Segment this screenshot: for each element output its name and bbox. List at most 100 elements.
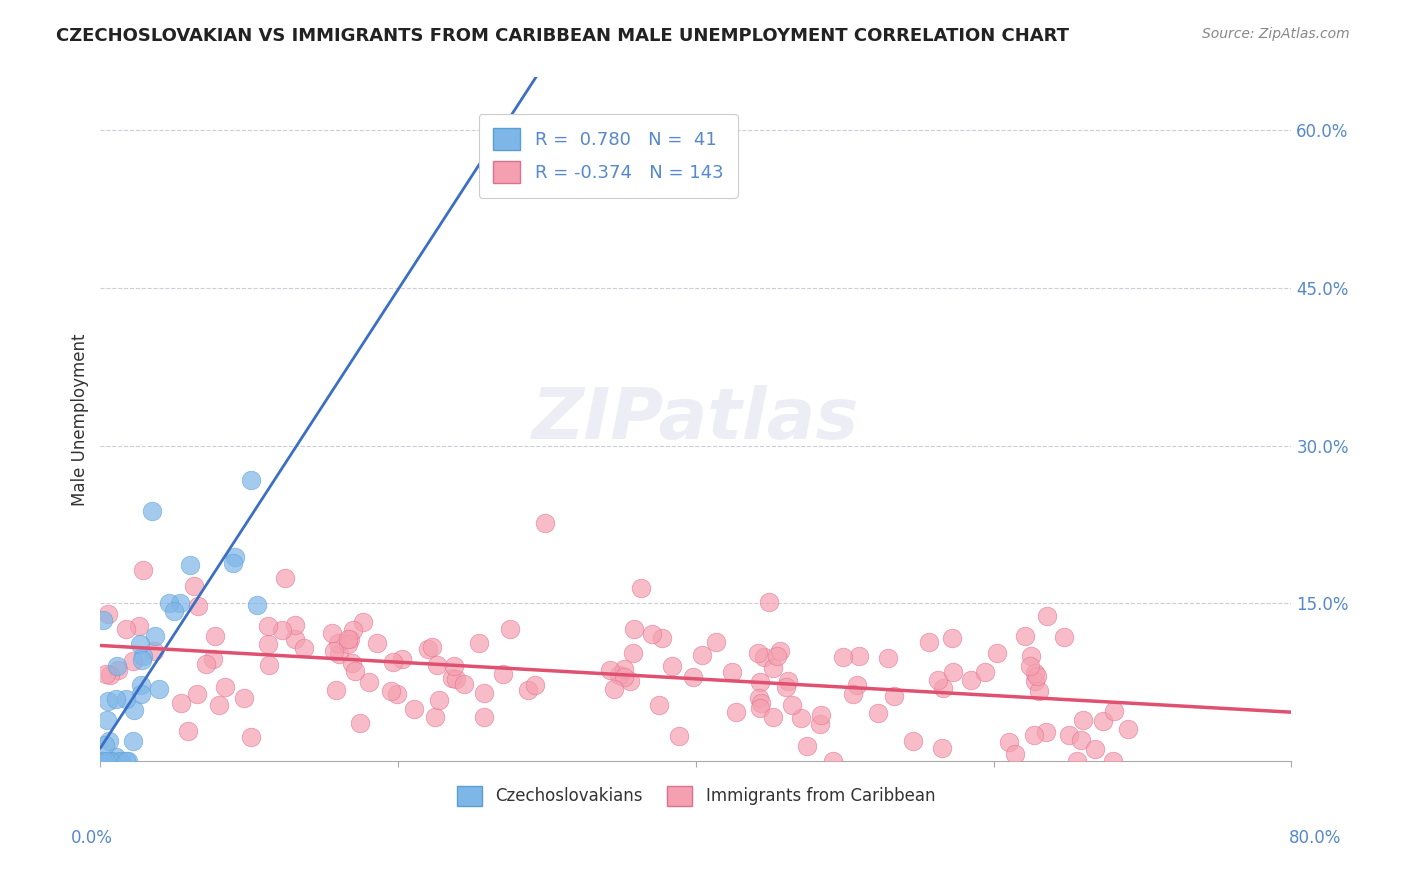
Point [179, 558, 201, 572]
Point [619, 673, 641, 688]
Point [927, 673, 949, 687]
Point [613, 670, 636, 684]
Point [752, 649, 775, 664]
Point [98, 754, 121, 768]
Point [98, 668, 121, 682]
Text: Source: ZipAtlas.com: Source: ZipAtlas.com [1202, 27, 1350, 41]
Point [90, 754, 112, 768]
Point [749, 701, 772, 715]
Point [97, 694, 120, 708]
Point [183, 579, 205, 593]
Point [648, 698, 671, 712]
Point [257, 619, 280, 633]
Point [224, 549, 246, 564]
Point [1070, 733, 1092, 747]
Point [163, 604, 186, 618]
Point [100, 754, 122, 768]
Point [1004, 747, 1026, 761]
Point [271, 623, 294, 637]
Point [128, 619, 150, 633]
Point [749, 696, 772, 710]
Point [240, 731, 263, 745]
Point [420, 640, 443, 655]
Point [472, 710, 495, 724]
Point [121, 733, 143, 747]
Point [931, 740, 953, 755]
Point [98, 754, 121, 768]
Point [749, 675, 772, 690]
Point [115, 754, 138, 768]
Point [492, 666, 515, 681]
Point [1036, 608, 1059, 623]
Point [222, 556, 245, 570]
Point [349, 716, 371, 731]
Point [157, 596, 180, 610]
Point [122, 654, 145, 668]
Point [690, 648, 713, 662]
Point [651, 632, 673, 646]
Point [1053, 630, 1076, 644]
Point [131, 653, 153, 667]
Point [1104, 705, 1126, 719]
Point [468, 636, 491, 650]
Point [391, 652, 413, 666]
Point [848, 648, 870, 663]
Point [1024, 673, 1046, 688]
Point [997, 735, 1019, 749]
Point [621, 646, 644, 660]
Point [239, 473, 262, 487]
Point [169, 596, 191, 610]
Point [918, 635, 941, 649]
Point [960, 673, 983, 687]
Point [1102, 754, 1125, 768]
Point [204, 629, 226, 643]
Point [1019, 649, 1042, 664]
Point [257, 658, 280, 673]
Point [122, 703, 145, 717]
Point [326, 635, 349, 649]
Point [143, 629, 166, 643]
Point [1066, 754, 1088, 768]
Point [1025, 669, 1047, 683]
Point [274, 571, 297, 585]
Point [724, 705, 747, 719]
Point [257, 637, 280, 651]
Point [668, 730, 690, 744]
Point [91, 754, 114, 768]
Point [323, 643, 346, 657]
Point [387, 687, 409, 701]
Point [769, 643, 792, 657]
Point [453, 677, 475, 691]
Point [107, 663, 129, 677]
Text: 80.0%: 80.0% [1288, 830, 1341, 847]
Point [602, 682, 624, 697]
Point [366, 636, 388, 650]
Point [778, 673, 800, 688]
Point [1035, 725, 1057, 739]
Point [195, 657, 218, 671]
Point [901, 733, 924, 747]
Point [359, 674, 381, 689]
Point [441, 671, 464, 685]
Point [748, 690, 770, 705]
Text: ZIPatlas: ZIPatlas [533, 384, 859, 454]
Point [845, 678, 868, 692]
Point [423, 710, 446, 724]
Point [517, 683, 540, 698]
Point [613, 662, 636, 676]
Point [416, 642, 439, 657]
Point [343, 665, 366, 679]
Point [382, 655, 405, 669]
Point [328, 648, 350, 662]
Point [98, 754, 121, 768]
Text: CZECHOSLOVAKIAN VS IMMIGRANTS FROM CARIBBEAN MALE UNEMPLOYMENT CORRELATION CHART: CZECHOSLOVAKIAN VS IMMIGRANTS FROM CARIB… [56, 27, 1069, 45]
Point [177, 724, 200, 739]
Point [148, 681, 170, 696]
Point [131, 686, 153, 700]
Point [93, 754, 115, 768]
Point [284, 632, 307, 646]
Point [534, 516, 557, 530]
Point [141, 504, 163, 518]
Point [766, 649, 789, 664]
Point [96, 713, 118, 727]
